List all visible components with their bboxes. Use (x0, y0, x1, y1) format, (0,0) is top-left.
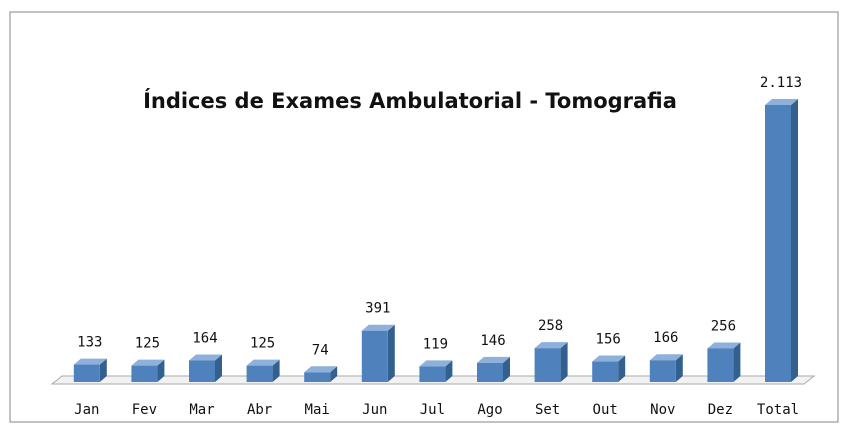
bar-side (445, 360, 453, 382)
bar-top (592, 355, 626, 362)
value-label: 119 (423, 336, 448, 352)
bar-side (387, 324, 395, 382)
bar (189, 354, 222, 382)
value-label: 256 (711, 318, 736, 334)
bar-front (304, 372, 331, 382)
bar-front (707, 348, 734, 382)
bar-side (99, 358, 107, 382)
bar (419, 360, 453, 382)
value-label: 164 (192, 331, 217, 347)
bar-top (765, 99, 798, 105)
bar-side (618, 355, 626, 382)
chart-title: Índices de Exames Ambulatorial - Tomogra… (143, 88, 677, 113)
bar-side (733, 342, 741, 382)
bar-top (419, 360, 453, 367)
bar-front (649, 360, 676, 382)
x-tick-label: Ago (477, 402, 502, 418)
bar (73, 358, 107, 382)
bar (361, 324, 395, 382)
x-tick-label: Abr (247, 402, 272, 418)
chart-frame (9, 11, 839, 423)
bar-front (592, 361, 619, 382)
x-tick-label: Set (535, 402, 560, 418)
bar-front (189, 360, 215, 382)
bar-side (215, 354, 222, 382)
value-label: 2.113 (760, 75, 802, 91)
bar-front (765, 105, 791, 382)
bar-top (649, 354, 683, 361)
bar-top (189, 354, 222, 361)
value-label: 258 (538, 318, 563, 334)
bar-front (419, 366, 446, 382)
bar (534, 342, 568, 382)
bar-side (330, 366, 338, 382)
value-label: 74 (312, 342, 329, 358)
bar-side (157, 359, 165, 382)
x-tick-label: Total (757, 402, 799, 418)
x-tick-label: Jan (74, 402, 99, 418)
bar-top (73, 358, 107, 365)
x-tick-label: Jul (420, 402, 445, 418)
bar (707, 342, 741, 382)
value-label: 166 (653, 330, 678, 346)
bar-side (503, 356, 510, 382)
x-tick-label: Dez (708, 402, 733, 418)
bar-side (675, 354, 683, 382)
x-tick-label: Mar (189, 402, 214, 418)
x-tick-label: Nov (650, 402, 675, 418)
bar-top (707, 342, 741, 349)
bar-top (304, 366, 338, 373)
x-tick-label: Mai (305, 402, 330, 418)
bar-front (131, 365, 158, 382)
x-tick-label: Jun (362, 402, 387, 418)
bar-top (131, 359, 165, 366)
value-label: 133 (77, 335, 102, 351)
bar-side (272, 359, 280, 382)
bar-side (560, 342, 568, 382)
value-label: 125 (135, 336, 160, 352)
bar (304, 366, 338, 382)
bar (131, 359, 165, 382)
bar-front (534, 348, 561, 382)
value-label: 125 (250, 336, 275, 352)
bar-top (246, 359, 280, 366)
bar (592, 355, 626, 382)
bar (649, 354, 683, 382)
value-label: 156 (596, 332, 621, 348)
bar-top (534, 342, 568, 349)
bar-front (477, 362, 503, 382)
bar (246, 359, 280, 382)
x-tick-label: Fev (132, 402, 157, 418)
bar-front (361, 330, 388, 382)
bar-top (477, 356, 510, 363)
bar-top (361, 324, 395, 331)
bar (765, 99, 798, 382)
x-tick-label: Out (593, 402, 618, 418)
bar (477, 356, 510, 382)
value-label: 391 (365, 301, 390, 317)
bar-front (73, 364, 100, 382)
bar-front (246, 365, 273, 382)
value-label: 146 (480, 333, 505, 349)
bar-side (791, 99, 798, 382)
